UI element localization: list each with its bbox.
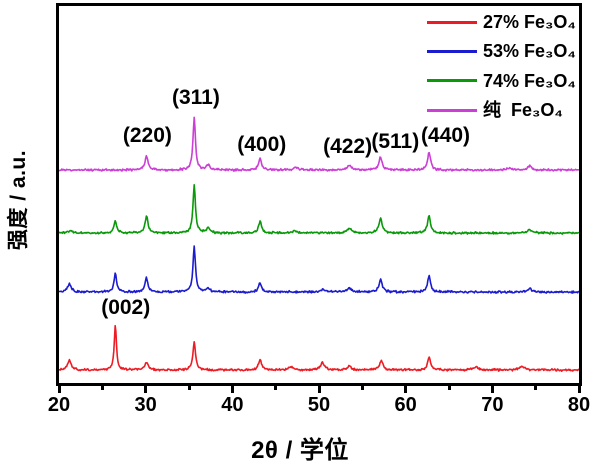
x-tick-label-60: 60 — [394, 394, 417, 416]
curve-74pct — [59, 183, 579, 235]
x-minor-tick-45 — [274, 386, 278, 390]
x-major-tick-70 — [490, 386, 494, 393]
x-minor-tick-25 — [100, 386, 104, 390]
x-major-tick-40 — [230, 386, 234, 393]
legend-label-1: 53% Fe₃O₄ — [483, 41, 576, 62]
peak-label-311: (311) — [171, 86, 220, 109]
x-tick-label-80: 80 — [567, 394, 591, 416]
legend-line-sample-1 — [427, 49, 477, 53]
x-major-tick-60 — [404, 386, 408, 393]
x-minor-tick-65 — [447, 386, 451, 390]
legend-label-3: 纯 Fe₃O₄ — [483, 100, 563, 121]
x-major-tick-30 — [144, 386, 148, 393]
peak-label-511: (511) — [371, 130, 420, 153]
x-major-tick-20 — [57, 386, 61, 393]
peak-label-422: (422) — [323, 135, 373, 158]
peak-label-220: (220) — [122, 124, 172, 147]
x-axis-title: 2θ / 学位 — [251, 437, 349, 464]
peak-label-002: (002) — [101, 296, 151, 319]
x-major-tick-50 — [317, 386, 321, 393]
x-tick-label-70: 70 — [481, 394, 504, 416]
x-tick-label-40: 40 — [221, 394, 244, 416]
legend-line-sample-3 — [427, 108, 477, 112]
curve-53pct — [59, 245, 579, 294]
x-minor-tick-75 — [534, 386, 538, 390]
legend-label-0: 27% Fe₃O₄ — [483, 12, 576, 32]
curve-pure — [59, 116, 579, 172]
plot-frame — [56, 3, 582, 386]
y-axis-title: 强度 / a.u. — [7, 149, 30, 251]
legend-line-sample-0 — [427, 20, 477, 24]
x-minor-tick-55 — [360, 386, 364, 390]
legend-line-sample-2 — [427, 79, 477, 83]
xrd-curves-canvas — [59, 116, 579, 373]
x-tick-label-50: 50 — [307, 394, 331, 416]
legend-label-2: 74% Fe₃O₄ — [483, 70, 576, 91]
x-tick-label-30: 30 — [134, 394, 157, 416]
x-minor-tick-35 — [187, 386, 191, 390]
x-tick-label-20: 20 — [47, 394, 71, 416]
peak-label-440: (440) — [421, 124, 471, 147]
curve-27pct — [59, 324, 579, 373]
x-major-tick-80 — [577, 386, 581, 393]
peak-label-400: (400) — [237, 133, 287, 156]
